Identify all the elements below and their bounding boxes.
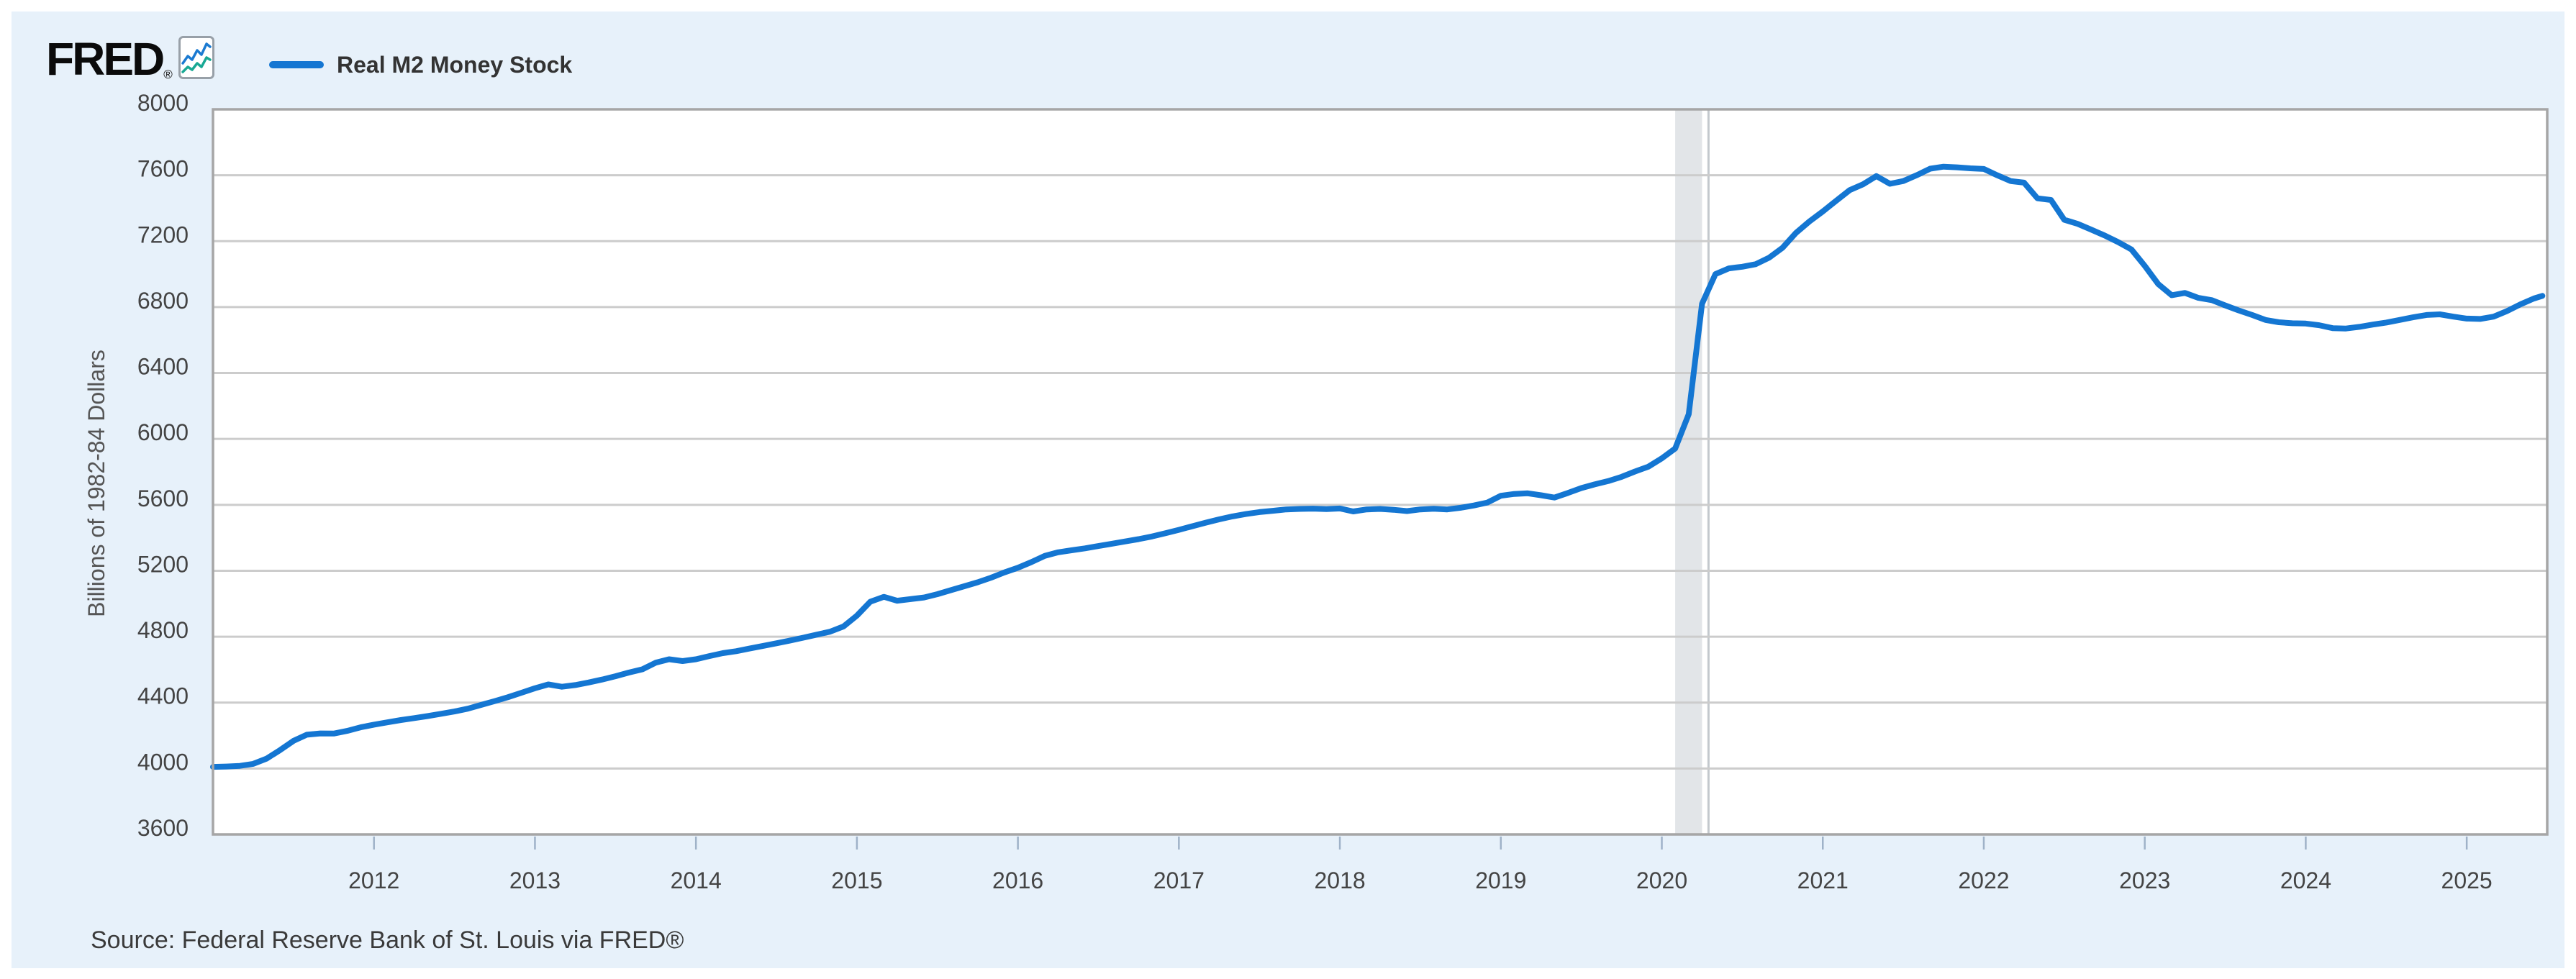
x-tick-label-2022: 2022 [1958, 868, 2009, 893]
x-tick-label-2012: 2012 [348, 868, 399, 893]
y-tick-label-8000: 8000 [137, 90, 189, 116]
legend-line-swatch [269, 61, 324, 68]
x-tick-label-2019: 2019 [1475, 868, 1526, 893]
legend: Real M2 Money Stock [269, 49, 572, 81]
x-tick-label-2016: 2016 [992, 868, 1043, 893]
m2-series-line [210, 163, 2546, 770]
y-tick-label-3600: 3600 [137, 815, 189, 841]
x-tick-label-2015: 2015 [831, 868, 882, 893]
registered-mark: ® [163, 68, 173, 81]
fred-sparkline-icon [178, 35, 214, 83]
y-tick-label-6000: 6000 [137, 419, 189, 445]
x-tick-label-2025: 2025 [2441, 868, 2493, 893]
y-tick-label-7600: 7600 [137, 156, 189, 182]
y-tick-label-6400: 6400 [137, 354, 189, 380]
x-tick-label-2023: 2023 [2119, 868, 2170, 893]
x-tick-label-2013: 2013 [509, 868, 561, 893]
recession-band [1675, 109, 1702, 834]
x-tick-label-2021: 2021 [1797, 868, 1849, 893]
y-tick-label-4400: 4400 [137, 683, 189, 709]
y-tick-label-6800: 6800 [137, 288, 189, 314]
x-tick-label-2014: 2014 [671, 868, 722, 893]
y-tick-label-7200: 7200 [137, 222, 189, 247]
x-tick-label-2017: 2017 [1153, 868, 1205, 893]
y-tick-label-5600: 5600 [137, 486, 189, 511]
y-tick-label-4800: 4800 [137, 617, 189, 643]
plot-border [212, 108, 2549, 836]
x-tick-label-2024: 2024 [2280, 868, 2331, 893]
x-tick-label-2020: 2020 [1636, 868, 1687, 893]
legend-series-label: Real M2 Money Stock [337, 51, 573, 78]
plot-area[interactable] [213, 109, 2547, 834]
fred-logo-text: FRED [46, 33, 165, 85]
y-tick-label-5200: 5200 [137, 551, 189, 577]
x-tick-label-2018: 2018 [1314, 868, 1365, 893]
fred-logo[interactable]: FRED ® [46, 33, 214, 85]
y-tick-label-4000: 4000 [137, 749, 189, 775]
source-text: Source: Federal Reserve Bank of St. Loui… [91, 926, 684, 954]
